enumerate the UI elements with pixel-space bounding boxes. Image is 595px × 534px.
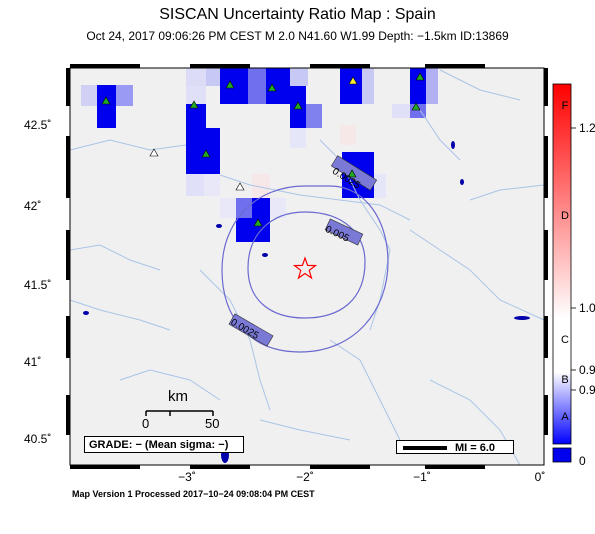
star-icon bbox=[292, 256, 318, 280]
scale-end: 50 bbox=[205, 416, 220, 431]
uncertainty-cell bbox=[340, 125, 356, 145]
colorbar-letter: C bbox=[561, 334, 569, 346]
station-triangle-icon bbox=[415, 72, 425, 81]
uncertainty-cell bbox=[358, 152, 374, 174]
scale-bar bbox=[145, 410, 214, 416]
mi-legend: MI = 6.0 bbox=[396, 440, 514, 454]
uncertainty-cell bbox=[252, 198, 270, 218]
colorbar-letter: B bbox=[561, 374, 569, 386]
scale-unit: km bbox=[168, 388, 188, 405]
uncertainty-cells bbox=[81, 68, 438, 242]
uncertainty-cell bbox=[186, 174, 204, 196]
station-triangle-icon bbox=[225, 80, 235, 89]
uncertainty-cell bbox=[392, 104, 410, 118]
station-triangle-icon bbox=[411, 102, 421, 111]
uncertainty-cell bbox=[186, 150, 220, 174]
uncertainty-cell bbox=[97, 106, 116, 128]
x-tick-label: −1˚ bbox=[413, 470, 431, 484]
uncertainty-cell bbox=[362, 68, 374, 104]
uncertainty-cell bbox=[186, 128, 204, 150]
colorbar-ticks bbox=[571, 127, 576, 391]
y-tick-label: 41˚ bbox=[24, 355, 42, 369]
uncertainty-cell bbox=[306, 104, 322, 128]
colorbar bbox=[552, 83, 572, 445]
uncertainty-cell bbox=[220, 198, 236, 218]
station-triangle-icon bbox=[293, 101, 303, 110]
uncertainty-cell bbox=[186, 86, 206, 104]
uncertainty-cell bbox=[270, 198, 286, 218]
uncertainty-cell bbox=[252, 174, 270, 198]
station-triangle-icon bbox=[267, 83, 277, 92]
x-tick-label: 0˚ bbox=[534, 470, 546, 484]
uncertainty-cell bbox=[204, 128, 220, 150]
contour-outer bbox=[221, 185, 389, 353]
colorbar-letter: A bbox=[561, 411, 569, 423]
colorbar-value: 0.9 bbox=[579, 383, 595, 397]
map-title: SISCAN Uncertainty Ratio Map : Spain bbox=[159, 6, 436, 23]
station-triangle-icon bbox=[189, 100, 199, 109]
mi-line-icon bbox=[403, 446, 447, 450]
station-triangle-icon bbox=[235, 182, 245, 191]
event-subtitle: Oct 24, 2017 09:06:26 PM CEST M 2.0 N41.… bbox=[86, 29, 509, 43]
uncertainty-cell bbox=[186, 104, 206, 128]
station-triangle-icon bbox=[201, 149, 211, 158]
uncertainty-cell bbox=[410, 68, 426, 104]
map-footer: Map Version 1 Processed 2017−10−24 09:08… bbox=[72, 489, 315, 499]
uncertainty-cell bbox=[81, 85, 97, 106]
uncertainty-cell bbox=[204, 174, 220, 196]
uncertainty-cell bbox=[220, 68, 248, 104]
uncertainty-cell bbox=[186, 68, 206, 86]
stations bbox=[101, 72, 425, 227]
mi-label: MI = 6.0 bbox=[455, 442, 496, 454]
x-tick-label: −2˚ bbox=[296, 470, 314, 484]
y-tick-label: 40.5˚ bbox=[24, 432, 52, 446]
contour-label-box bbox=[228, 313, 274, 347]
y-tick-label: 42˚ bbox=[24, 199, 42, 213]
y-tick-label: 42.5˚ bbox=[24, 118, 52, 132]
station-triangle-icon bbox=[149, 148, 159, 157]
station-triangle-icon bbox=[101, 96, 111, 105]
colorbar-min-swatch bbox=[552, 447, 572, 463]
station-triangle-icon bbox=[347, 169, 357, 178]
grade-legend: GRADE: − (Mean sigma: −) bbox=[84, 436, 244, 453]
uncertainty-cell bbox=[426, 68, 438, 104]
uncertainty-cell bbox=[374, 174, 386, 198]
uncertainty-cell bbox=[290, 128, 306, 148]
uncertainty-cell bbox=[206, 68, 220, 86]
colorbar-letter: D bbox=[561, 210, 569, 222]
frame-ticks bbox=[66, 64, 548, 469]
station-triangle-icon bbox=[253, 218, 263, 227]
scale-start: 0 bbox=[142, 416, 150, 431]
uncertainty-cell bbox=[236, 218, 270, 242]
uncertainty-cell bbox=[236, 198, 252, 218]
uncertainty-cell bbox=[266, 68, 290, 104]
colorbar-letter: F bbox=[561, 100, 569, 112]
uncertainty-cell bbox=[97, 85, 116, 106]
uncertainty-cell bbox=[248, 68, 266, 104]
uncertainty-cell bbox=[340, 68, 362, 104]
colorbar-value: 0.9 bbox=[579, 363, 595, 377]
x-tick-label: −3˚ bbox=[178, 470, 196, 484]
colorbar-value: 1.0 bbox=[579, 301, 595, 315]
station-triangle-icon bbox=[348, 76, 358, 85]
y-tick-label: 41.5˚ bbox=[24, 278, 52, 292]
uncertainty-cell bbox=[290, 68, 308, 86]
colorbar-value: 0 bbox=[579, 454, 586, 468]
contour-label-box bbox=[324, 218, 364, 246]
colorbar-value: 1.2 bbox=[579, 121, 595, 135]
uncertainty-cell bbox=[116, 85, 133, 106]
